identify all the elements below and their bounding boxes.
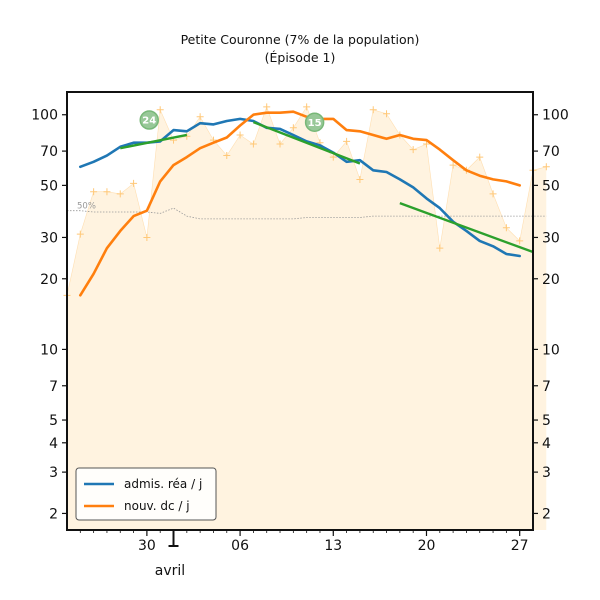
legend-label-2: nouv. dc / j bbox=[124, 499, 190, 513]
x-tick-label: 13 bbox=[324, 538, 342, 554]
daily-value-marker bbox=[76, 230, 84, 238]
y-tick-label-right: 20 bbox=[542, 272, 560, 288]
y-tick-label-left: 30 bbox=[40, 230, 58, 246]
reference-line bbox=[67, 207, 547, 220]
daily-value-marker bbox=[449, 161, 457, 169]
y-tick-label-right: 4 bbox=[542, 436, 551, 452]
y-tick-label-left: 4 bbox=[49, 436, 58, 452]
y-tick-label-left: 70 bbox=[40, 144, 58, 160]
legend-label-1: admis. réa / j bbox=[124, 477, 202, 491]
trend-line-3 bbox=[399, 202, 534, 254]
chart-title: Petite Couronne (7% de la population) bbox=[181, 32, 420, 47]
daily-value-marker bbox=[116, 190, 124, 198]
daily-value-marker bbox=[422, 140, 430, 148]
daily-value-marker bbox=[263, 103, 271, 111]
x-tick-label: 20 bbox=[418, 538, 436, 554]
x-tick-label: 27 bbox=[511, 538, 529, 554]
y-tick-label-right: 7 bbox=[542, 379, 551, 395]
daily-value-marker bbox=[196, 113, 204, 121]
daily-value-marker bbox=[276, 140, 284, 148]
daily-value-marker bbox=[383, 110, 391, 118]
x-tick-label: 06 bbox=[231, 538, 249, 554]
daily-value-marker bbox=[502, 224, 510, 232]
y-tick-label-right: 2 bbox=[542, 506, 551, 522]
trend-label-1: 24 bbox=[142, 116, 156, 127]
legend: admis. réa / j nouv. dc / j bbox=[75, 467, 217, 521]
chart-subtitle: (Épisode 1) bbox=[265, 50, 336, 65]
y-tick-label-left: 10 bbox=[40, 342, 58, 358]
y-tick-label-right: 70 bbox=[542, 144, 560, 160]
daily-value-marker bbox=[516, 237, 524, 245]
y-tick-label-left: 20 bbox=[40, 272, 58, 288]
daily-value-marker bbox=[303, 103, 311, 111]
trend-line-1 bbox=[120, 133, 188, 150]
y-tick-label-left: 3 bbox=[49, 465, 58, 481]
daily-value-marker bbox=[542, 163, 550, 171]
month-label: avril bbox=[155, 563, 185, 579]
reference-label: 50% bbox=[77, 202, 96, 212]
x-axis: avril 30 06 13 20 27 bbox=[79, 530, 529, 579]
y-tick-label-left: 100 bbox=[31, 108, 58, 124]
daily-value-marker bbox=[130, 179, 138, 187]
daily-value-marker bbox=[90, 188, 98, 196]
daily-value-marker bbox=[249, 140, 257, 148]
trend-badge-2 bbox=[304, 112, 325, 133]
x-tick-label: 30 bbox=[138, 538, 156, 554]
daily-value-marker bbox=[156, 106, 164, 114]
daily-values-area bbox=[67, 106, 547, 531]
daily-value-marker bbox=[223, 152, 231, 160]
daily-value-marker bbox=[369, 106, 377, 114]
daily-value-marker bbox=[436, 244, 444, 252]
plot-area: 50% 24 15 2 2 3 3 4 4 5 5 7 7 10 10 20 20 30 30 50 50 70 70 100… bbox=[31, 91, 569, 531]
trend-line-2 bbox=[252, 121, 361, 165]
daily-value-marker bbox=[236, 131, 244, 139]
daily-value-marker bbox=[489, 190, 497, 198]
y-tick-label-right: 50 bbox=[542, 178, 560, 194]
y-tick-label-left: 5 bbox=[49, 413, 58, 429]
daily-value-marker bbox=[476, 153, 484, 161]
y-tick-label-left: 2 bbox=[49, 506, 58, 522]
y-tick-label-right: 10 bbox=[542, 342, 560, 358]
daily-value-marker bbox=[143, 233, 151, 241]
series-line-2 bbox=[79, 110, 522, 297]
daily-value-marker bbox=[103, 188, 111, 196]
trend-badge-1 bbox=[139, 110, 159, 130]
y-tick-label-left: 50 bbox=[40, 178, 58, 194]
plot-frame bbox=[66, 91, 534, 531]
trend-label-2: 15 bbox=[308, 118, 322, 129]
daily-value-marker bbox=[409, 146, 417, 154]
y-tick-label-right: 3 bbox=[542, 465, 551, 481]
y-tick-label-left: 7 bbox=[49, 379, 58, 395]
y-tick-label-right: 5 bbox=[542, 413, 551, 429]
daily-value-marker bbox=[356, 175, 364, 183]
y-tick-label-right: 30 bbox=[542, 230, 560, 246]
y-tick-label-right: 100 bbox=[542, 108, 569, 124]
daily-value-marker bbox=[329, 153, 337, 161]
daily-value-marker bbox=[289, 124, 297, 132]
daily-value-marker bbox=[343, 137, 351, 145]
